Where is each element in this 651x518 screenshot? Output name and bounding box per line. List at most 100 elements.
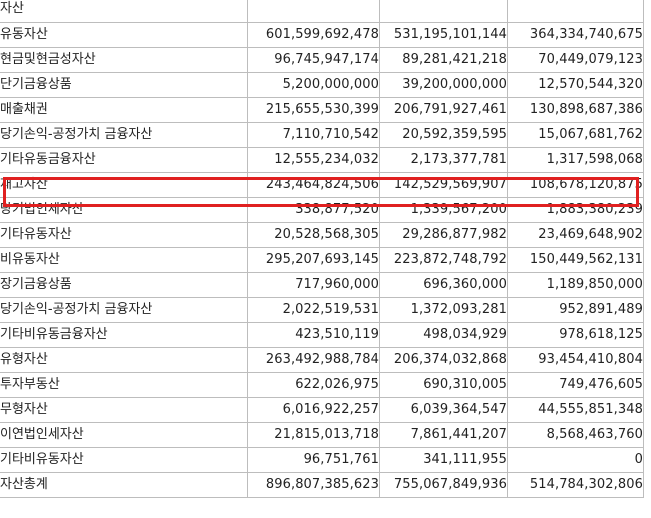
- assets-table: 자산 유동자산 601,599,692,478 531,195,101,144 364…: [0, 0, 644, 498]
- value-cell: 690,310,005: [379, 372, 508, 398]
- value-cell: 896,807,385,623: [247, 472, 380, 498]
- table-row: 기타유동자산 20,528,568,305 29,286,877,982 23,469…: [0, 222, 644, 248]
- table-row: 투자부동산 622,026,975 690,310,005 749,476,605: [0, 372, 644, 398]
- value-cell: 150,449,562,131: [507, 247, 644, 273]
- row-label: 당기법인세자산: [0, 197, 248, 223]
- value-cell: 755,067,849,936: [379, 472, 508, 498]
- value-cell: 338,877,520: [247, 197, 380, 223]
- row-label: 기타유동자산: [0, 222, 248, 248]
- value-cell: 1,339,567,200: [379, 197, 508, 223]
- value-cell: 29,286,877,982: [379, 222, 508, 248]
- value-cell: 0: [507, 447, 644, 473]
- value-cell: 1,372,093,281: [379, 297, 508, 323]
- value-cell: 12,555,234,032: [247, 147, 380, 173]
- table-row: 기타유동금융자산 12,555,234,032 2,173,377,781 1,317…: [0, 147, 644, 173]
- value-cell: 1,317,598,068: [507, 147, 644, 173]
- value-cell: 39,200,000,000: [379, 72, 508, 98]
- row-label: 장기금융상품: [0, 272, 248, 298]
- table-row: 자산총계 896,807,385,623 755,067,849,936 514,78…: [0, 472, 644, 498]
- row-label: 현금및현금성자산: [0, 47, 248, 73]
- row-label: 매출채권: [0, 97, 248, 123]
- table-row: 유동자산 601,599,692,478 531,195,101,144 364,33…: [0, 22, 644, 48]
- value-cell: 2,173,377,781: [379, 147, 508, 173]
- value-cell: 44,555,851,348: [507, 397, 644, 423]
- value-cell: 130,898,687,386: [507, 97, 644, 123]
- value-cell: 206,791,927,461: [379, 97, 508, 123]
- table-row: 장기금융상품 717,960,000 696,360,000 1,189,850,00…: [0, 272, 644, 298]
- row-label: 무형자산: [0, 397, 248, 423]
- value-cell: 978,618,125: [507, 322, 644, 348]
- table-row: 현금및현금성자산 96,745,947,174 89,281,421,218 70,4…: [0, 47, 644, 73]
- value-cell: 1,189,850,000: [507, 272, 644, 298]
- value-cell: 20,528,568,305: [247, 222, 380, 248]
- row-label: 당기손익-공정가치 금융자산: [0, 297, 248, 323]
- value-cell: 108,678,120,875: [507, 172, 644, 198]
- value-cell: 15,067,681,762: [507, 122, 644, 148]
- value-cell: 341,111,955: [379, 447, 508, 473]
- row-label: 유동자산: [0, 22, 248, 48]
- row-label: 비유동자산: [0, 247, 248, 273]
- value-cell: 498,034,929: [379, 322, 508, 348]
- value-cell: 93,454,410,804: [507, 347, 644, 373]
- table-row: 비유동자산 295,207,693,145 223,872,748,792 150,4…: [0, 247, 644, 273]
- value-cell: 20,592,359,595: [379, 122, 508, 148]
- row-label: 기타비유동자산: [0, 447, 248, 473]
- header-cell: [379, 0, 508, 23]
- table-row: 유형자산 263,492,988,784 206,374,032,868 93,454…: [0, 347, 644, 373]
- header-cell: [247, 0, 380, 23]
- value-cell: 514,784,302,806: [507, 472, 644, 498]
- table-row: 단기금융상품 5,200,000,000 39,200,000,000 12,570,…: [0, 72, 644, 98]
- row-label: 유형자산: [0, 347, 248, 373]
- value-cell: 96,745,947,174: [247, 47, 380, 73]
- value-cell: 7,861,441,207: [379, 422, 508, 448]
- value-cell: 96,751,761: [247, 447, 380, 473]
- value-cell: 8,568,463,760: [507, 422, 644, 448]
- value-cell: 12,570,544,320: [507, 72, 644, 98]
- table-row: 당기손익-공정가치 금융자산 2,022,519,531 1,372,093,281…: [0, 297, 644, 323]
- value-cell: 601,599,692,478: [247, 22, 380, 48]
- value-cell: 717,960,000: [247, 272, 380, 298]
- row-label: 당기손익-공정가치 금융자산: [0, 122, 248, 148]
- row-label: 재고자산: [0, 172, 248, 198]
- row-label: 기타유동금융자산: [0, 147, 248, 173]
- row-label: 이연법인세자산: [0, 422, 248, 448]
- row-label: 기타비유동금융자산: [0, 322, 248, 348]
- value-cell: 70,449,079,123: [507, 47, 644, 73]
- table-row: 무형자산 6,016,922,257 6,039,364,547 44,555,851…: [0, 397, 644, 423]
- row-label: 투자부동산: [0, 372, 248, 398]
- table-row: 당기법인세자산 338,877,520 1,339,567,200 1,883,380…: [0, 197, 644, 223]
- table-row: 당기손익-공정가치 금융자산 7,110,710,542 20,592,359,59…: [0, 122, 644, 148]
- header-cell: [507, 0, 644, 23]
- table-row: 기타비유동자산 96,751,761 341,111,955 0: [0, 447, 644, 473]
- table-row: 이연법인세자산 21,815,013,718 7,861,441,207 8,568,…: [0, 422, 644, 448]
- row-label: 단기금융상품: [0, 72, 248, 98]
- value-cell: 243,464,824,506: [247, 172, 380, 198]
- value-cell: 23,469,648,902: [507, 222, 644, 248]
- value-cell: 2,022,519,531: [247, 297, 380, 323]
- table-row: 매출채권 215,655,530,399 206,791,927,461 130,89…: [0, 97, 644, 123]
- row-label: 자산총계: [0, 472, 248, 498]
- table-row-highlighted: 재고자산 243,464,824,506 142,529,569,907 108,67…: [0, 172, 644, 198]
- value-cell: 6,016,922,257: [247, 397, 380, 423]
- value-cell: 531,195,101,144: [379, 22, 508, 48]
- value-cell: 215,655,530,399: [247, 97, 380, 123]
- value-cell: 7,110,710,542: [247, 122, 380, 148]
- value-cell: 142,529,569,907: [379, 172, 508, 198]
- value-cell: 206,374,032,868: [379, 347, 508, 373]
- section-label: 자산: [0, 0, 248, 23]
- value-cell: 696,360,000: [379, 272, 508, 298]
- table-row: 기타비유동금융자산 423,510,119 498,034,929 978,618,1…: [0, 322, 644, 348]
- table-header-row: 자산: [0, 0, 644, 23]
- value-cell: 21,815,013,718: [247, 422, 380, 448]
- value-cell: 89,281,421,218: [379, 47, 508, 73]
- value-cell: 223,872,748,792: [379, 247, 508, 273]
- value-cell: 263,492,988,784: [247, 347, 380, 373]
- value-cell: 622,026,975: [247, 372, 380, 398]
- value-cell: 952,891,489: [507, 297, 644, 323]
- value-cell: 749,476,605: [507, 372, 644, 398]
- value-cell: 423,510,119: [247, 322, 380, 348]
- value-cell: 295,207,693,145: [247, 247, 380, 273]
- value-cell: 364,334,740,675: [507, 22, 644, 48]
- value-cell: 6,039,364,547: [379, 397, 508, 423]
